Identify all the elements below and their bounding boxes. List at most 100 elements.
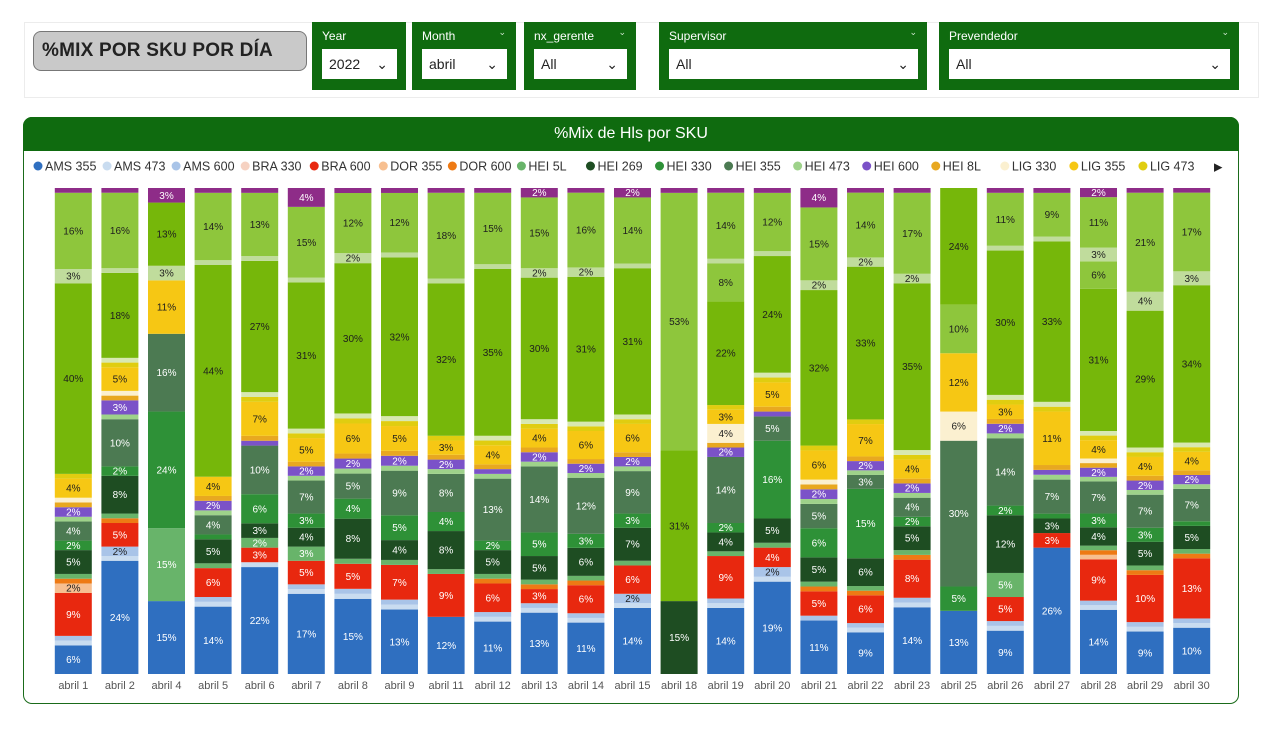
data-label: 4% xyxy=(66,484,81,495)
bar-segment xyxy=(800,557,838,582)
bar-segment xyxy=(800,499,838,504)
bar-segment xyxy=(986,394,1024,400)
data-label: 18% xyxy=(436,231,456,242)
x-tick-label: abril 19 xyxy=(708,680,744,692)
bar-segment xyxy=(194,534,232,540)
gerente-slicer[interactable]: nx_gerente ⌄ All ⌄ xyxy=(524,22,636,90)
bar-segment xyxy=(1126,622,1164,627)
bar-segment xyxy=(381,559,418,565)
bar-segment xyxy=(614,565,651,594)
data-label: 21% xyxy=(1135,238,1155,249)
bar-segment xyxy=(54,478,92,498)
data-label: 4% xyxy=(718,537,733,548)
data-label: 32% xyxy=(809,363,829,374)
bar-segment xyxy=(1126,574,1164,623)
data-label: 11% xyxy=(996,215,1015,226)
data-label: 2% xyxy=(625,188,640,199)
bar-segment xyxy=(194,539,232,564)
year-slicer[interactable]: Year 2022 ⌄ xyxy=(312,22,406,90)
legend-next-arrow[interactable]: ▶ xyxy=(1214,161,1223,174)
bar-segment xyxy=(986,505,1024,516)
bar-segment xyxy=(614,188,651,198)
bar-segment xyxy=(474,612,512,617)
month-slicer[interactable]: Month ⌄ abril ⌄ xyxy=(412,22,516,90)
bar-segment xyxy=(707,409,745,424)
data-label: 3% xyxy=(252,526,267,537)
prevendedor-slicer[interactable]: Prevendedor ⌄ All ⌄ xyxy=(939,22,1239,90)
bar-segment xyxy=(1126,452,1164,457)
data-label: 3% xyxy=(532,592,547,603)
data-label: 14% xyxy=(203,636,223,647)
bar-segment xyxy=(520,607,558,613)
data-label: 15% xyxy=(483,224,503,235)
bar-segment xyxy=(893,607,931,674)
bar-segment xyxy=(893,459,931,479)
bar-segment xyxy=(1033,406,1071,412)
legend-label: AMS 355 xyxy=(45,160,96,174)
bar-segment xyxy=(1126,631,1164,674)
data-label: 16% xyxy=(576,226,596,237)
bar-segment xyxy=(520,612,558,674)
x-tick-label: abril 27 xyxy=(1034,680,1070,692)
month-dropdown[interactable]: abril ⌄ xyxy=(422,49,507,79)
bar-segment xyxy=(1033,547,1071,674)
bar-segment xyxy=(54,283,92,474)
data-label: 2% xyxy=(998,506,1013,517)
bar-segment xyxy=(241,567,279,674)
data-label: 30% xyxy=(529,344,549,355)
bar-segment xyxy=(567,421,605,427)
data-label: 4% xyxy=(299,533,314,544)
data-label: 2% xyxy=(485,541,500,552)
bar-segment xyxy=(241,435,279,441)
bar-segment xyxy=(520,589,558,604)
data-label: 33% xyxy=(1042,317,1062,328)
bar-segment xyxy=(101,560,139,674)
bar-segment xyxy=(986,423,1024,434)
data-label: 15% xyxy=(296,238,316,249)
bar-segment xyxy=(567,580,605,586)
legend-swatch xyxy=(931,161,941,171)
bar-segment xyxy=(893,602,931,608)
supervisor-slicer[interactable]: Supervisor ⌄ All ⌄ xyxy=(659,22,927,90)
bar-segment xyxy=(427,454,465,460)
supervisor-dropdown[interactable]: All ⌄ xyxy=(669,49,918,79)
bar-segment xyxy=(986,250,1024,395)
gerente-dropdown[interactable]: All ⌄ xyxy=(534,49,627,79)
bar-segment xyxy=(986,188,1024,193)
bar-segment xyxy=(520,197,558,269)
data-label: 5% xyxy=(392,523,407,534)
bar-segment xyxy=(101,546,139,557)
bar-segment xyxy=(986,245,1024,251)
bar-segment xyxy=(1080,476,1117,482)
data-label: 3% xyxy=(439,443,454,454)
prevendedor-dropdown[interactable]: All ⌄ xyxy=(949,49,1230,79)
bar-segment xyxy=(660,601,698,674)
data-label: 2% xyxy=(66,508,81,519)
x-tick-label: abril 26 xyxy=(987,680,1023,692)
bar-segment xyxy=(54,573,92,579)
data-label: 14% xyxy=(716,221,736,232)
data-label: 12% xyxy=(343,219,363,230)
bar-segment xyxy=(893,559,931,598)
data-label: 2% xyxy=(579,268,594,279)
data-label: 4% xyxy=(485,450,500,461)
bar-segment xyxy=(1126,494,1164,528)
bar-segment xyxy=(893,450,931,455)
data-label: 12% xyxy=(762,218,782,229)
bar-segment xyxy=(753,567,791,577)
bar-segment xyxy=(1173,549,1211,554)
year-slicer-label: Year xyxy=(322,29,347,43)
year-dropdown[interactable]: 2022 ⌄ xyxy=(322,49,397,79)
x-tick-label: abril 6 xyxy=(245,680,275,692)
bar-segment xyxy=(986,572,1024,598)
bar-segment xyxy=(1173,447,1211,452)
bar-segment xyxy=(148,280,185,334)
bar-segment xyxy=(427,512,465,532)
x-tick-label: abril 14 xyxy=(568,680,604,692)
bar-segment xyxy=(1173,285,1211,443)
data-label: 9% xyxy=(625,488,640,499)
data-label: 6% xyxy=(485,593,500,604)
bar-segment xyxy=(567,426,605,431)
data-label: 4% xyxy=(1184,457,1199,468)
